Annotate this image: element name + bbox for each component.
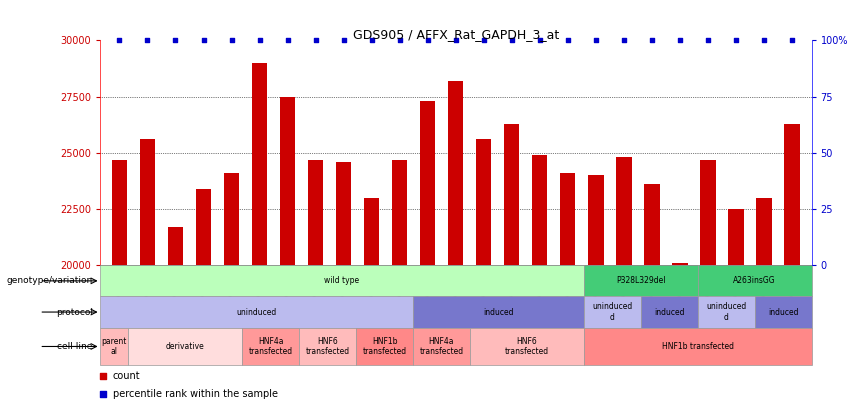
Text: HNF1b transfected: HNF1b transfected <box>661 342 733 351</box>
Bar <box>168 227 183 265</box>
Text: percentile rank within the sample: percentile rank within the sample <box>113 389 278 399</box>
Point <box>673 37 687 44</box>
Bar <box>698 296 754 328</box>
Point <box>253 37 266 44</box>
Bar <box>754 296 812 328</box>
Point <box>141 37 155 44</box>
Text: cell line: cell line <box>57 342 93 351</box>
Point <box>645 37 659 44</box>
Point <box>280 37 294 44</box>
Text: count: count <box>113 371 141 381</box>
Bar <box>584 328 812 365</box>
Bar <box>532 155 548 265</box>
Bar <box>584 296 641 328</box>
Text: uninduced
d: uninduced d <box>706 303 746 322</box>
Point <box>729 37 743 44</box>
Point <box>477 37 490 44</box>
Point <box>757 37 771 44</box>
Bar <box>100 296 413 328</box>
Bar <box>224 173 240 265</box>
Bar <box>672 263 687 265</box>
Bar <box>728 209 744 265</box>
Bar <box>413 328 470 365</box>
Text: HNF6
transfected: HNF6 transfected <box>306 337 350 356</box>
Bar <box>700 160 715 265</box>
Bar <box>584 265 698 296</box>
Text: induced: induced <box>483 307 514 317</box>
Text: HNF4a
transfected: HNF4a transfected <box>419 337 464 356</box>
Point <box>785 37 799 44</box>
Bar <box>112 160 127 265</box>
Point <box>113 37 127 44</box>
Text: P328L329del: P328L329del <box>616 276 666 286</box>
Text: induced: induced <box>768 307 799 317</box>
Bar <box>560 173 575 265</box>
Bar <box>785 124 799 265</box>
Point <box>533 37 547 44</box>
Bar <box>476 139 491 265</box>
Text: GDS905 / AFFX_Rat_GAPDH_3_at: GDS905 / AFFX_Rat_GAPDH_3_at <box>352 28 559 41</box>
Bar <box>589 175 603 265</box>
Bar <box>698 265 812 296</box>
Bar <box>100 265 584 296</box>
Bar <box>299 328 356 365</box>
Bar <box>392 160 407 265</box>
Bar <box>242 328 299 365</box>
Text: induced: induced <box>654 307 685 317</box>
Text: HNF4a
transfected: HNF4a transfected <box>248 337 293 356</box>
Text: genotype/variation: genotype/variation <box>6 276 93 286</box>
Point <box>561 37 575 44</box>
Bar <box>448 81 464 265</box>
Bar <box>279 97 295 265</box>
Text: uninduced
d: uninduced d <box>592 303 633 322</box>
Point <box>505 37 519 44</box>
Point <box>589 37 602 44</box>
Text: HNF1b
transfected: HNF1b transfected <box>363 337 406 356</box>
Bar <box>100 328 128 365</box>
Bar <box>470 328 584 365</box>
Bar <box>196 189 211 265</box>
Bar <box>641 296 698 328</box>
Text: parent
al: parent al <box>102 337 127 356</box>
Bar <box>616 158 632 265</box>
Point <box>421 37 435 44</box>
Point <box>481 153 495 160</box>
Bar <box>356 328 413 365</box>
Bar <box>364 198 379 265</box>
Point <box>449 37 463 44</box>
Bar <box>140 139 155 265</box>
Bar <box>336 162 352 265</box>
Point <box>365 37 378 44</box>
Bar <box>756 198 772 265</box>
Point <box>701 37 715 44</box>
Point <box>617 37 631 44</box>
Bar <box>413 296 584 328</box>
Text: uninduced: uninduced <box>236 307 277 317</box>
Text: A263insGG: A263insGG <box>733 276 776 286</box>
Point <box>481 315 495 322</box>
Bar <box>644 184 660 265</box>
Bar <box>128 328 242 365</box>
Bar <box>420 101 436 265</box>
Text: HNF6
transfected: HNF6 transfected <box>505 337 549 356</box>
Text: protocol: protocol <box>56 307 93 317</box>
Point <box>337 37 351 44</box>
Point <box>392 37 406 44</box>
Point <box>309 37 323 44</box>
Bar <box>308 160 323 265</box>
Text: wild type: wild type <box>325 276 359 286</box>
Bar <box>504 124 519 265</box>
Point <box>196 37 210 44</box>
Bar <box>252 63 267 265</box>
Point <box>225 37 239 44</box>
Point <box>168 37 182 44</box>
Text: derivative: derivative <box>166 342 205 351</box>
